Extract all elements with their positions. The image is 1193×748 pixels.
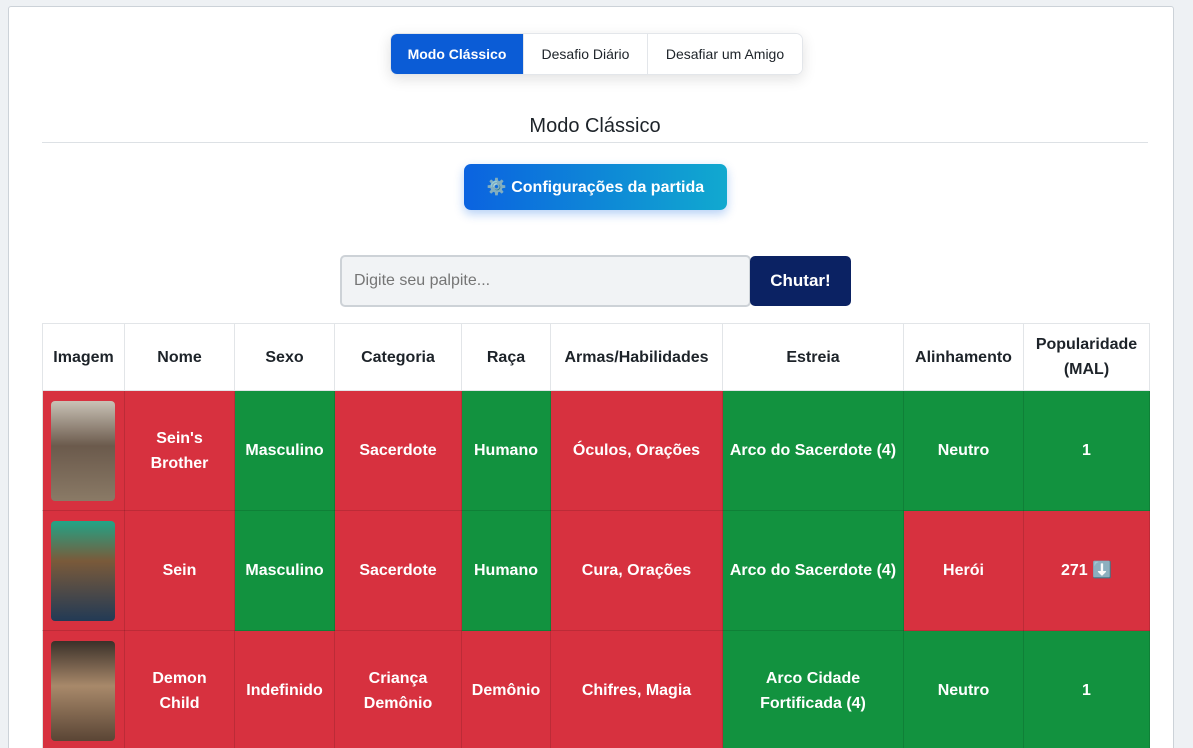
result-cell: Indefinido bbox=[234, 630, 335, 748]
column-header: Popularidade (MAL) bbox=[1023, 323, 1150, 391]
result-cell: Sacerdote bbox=[334, 510, 462, 631]
result-cell: Arco do Sacerdote (4) bbox=[722, 510, 904, 631]
result-cell: Sacerdote bbox=[334, 390, 462, 511]
heading: Modo Clássico bbox=[529, 115, 661, 137]
result-cell: Arco do Sacerdote (4) bbox=[722, 390, 904, 511]
result-cell: Demônio bbox=[461, 630, 551, 748]
result-cell: Sein's Brother bbox=[124, 390, 235, 511]
tab[interactable]: Modo Clássico bbox=[391, 34, 523, 74]
results-table: Imagem Nome Sexo Categoria Raça Armas/Habilid… bbox=[42, 323, 1150, 748]
column-header: Nome bbox=[124, 323, 235, 391]
character-avatar bbox=[51, 400, 115, 501]
divider bbox=[42, 142, 1148, 143]
result-row: Sein's Brother Masculino Sacerdote Humano Óc… bbox=[42, 390, 1150, 511]
result-cell: Masculino bbox=[234, 510, 335, 631]
column-header: Imagem bbox=[42, 323, 125, 391]
column-header: Estreia bbox=[722, 323, 904, 391]
result-cell: Sein bbox=[124, 510, 235, 631]
guess-input[interactable] bbox=[340, 255, 751, 307]
image-cell bbox=[42, 390, 125, 511]
result-cell: 271 ⬇️ bbox=[1023, 510, 1150, 631]
result-cell: Cura, Orações bbox=[550, 510, 723, 631]
settings-button[interactable]: ⚙️ Configurações da partida bbox=[464, 164, 727, 210]
result-cell: Demon Child bbox=[124, 630, 235, 748]
result-cell: Herói bbox=[903, 510, 1024, 631]
result-cell: Neutro bbox=[903, 630, 1024, 748]
column-header: Alinhamento bbox=[903, 323, 1024, 391]
result-cell: 1 bbox=[1023, 390, 1150, 511]
column-header: Armas/Habilidades bbox=[550, 323, 723, 391]
result-cell: Humano bbox=[461, 510, 551, 631]
character-avatar bbox=[51, 640, 115, 741]
table-body: Sein's Brother Masculino Sacerdote Humano Óc… bbox=[42, 390, 1150, 748]
guess-button[interactable]: Chutar! bbox=[750, 256, 851, 306]
mode-tabs: Modo Clássico Desafio Diário Desafiar um… bbox=[390, 33, 803, 75]
result-cell: Arco Cidade Fortificada (4) bbox=[722, 630, 904, 748]
header-row: Imagem Nome Sexo Categoria Raça Armas/Habilid… bbox=[42, 323, 1150, 391]
image-cell bbox=[42, 630, 125, 748]
result-cell: Humano bbox=[461, 390, 551, 511]
column-header: Sexo bbox=[234, 323, 335, 391]
result-cell: Neutro bbox=[903, 390, 1024, 511]
tab[interactable]: Desafiar um Amigo bbox=[647, 34, 802, 74]
image-cell bbox=[42, 510, 125, 631]
result-cell: Criança Demônio bbox=[334, 630, 462, 748]
column-header: Categoria bbox=[334, 323, 462, 391]
character-avatar bbox=[51, 520, 115, 621]
result-cell: Óculos, Orações bbox=[550, 390, 723, 511]
card: Modo Clássico Desafio Diário Desafiar um… bbox=[8, 6, 1174, 748]
result-cell: Chifres, Magia bbox=[550, 630, 723, 748]
tab[interactable]: Desafio Diário bbox=[523, 34, 647, 74]
result-row: Sein Masculino Sacerdote Humano Cura, Oraçõe… bbox=[42, 510, 1150, 631]
result-row: Demon Child Indefinido Criança Demônio Demô… bbox=[42, 630, 1150, 748]
result-cell: Masculino bbox=[234, 390, 335, 511]
result-cell: 1 bbox=[1023, 630, 1150, 748]
column-header: Raça bbox=[461, 323, 551, 391]
